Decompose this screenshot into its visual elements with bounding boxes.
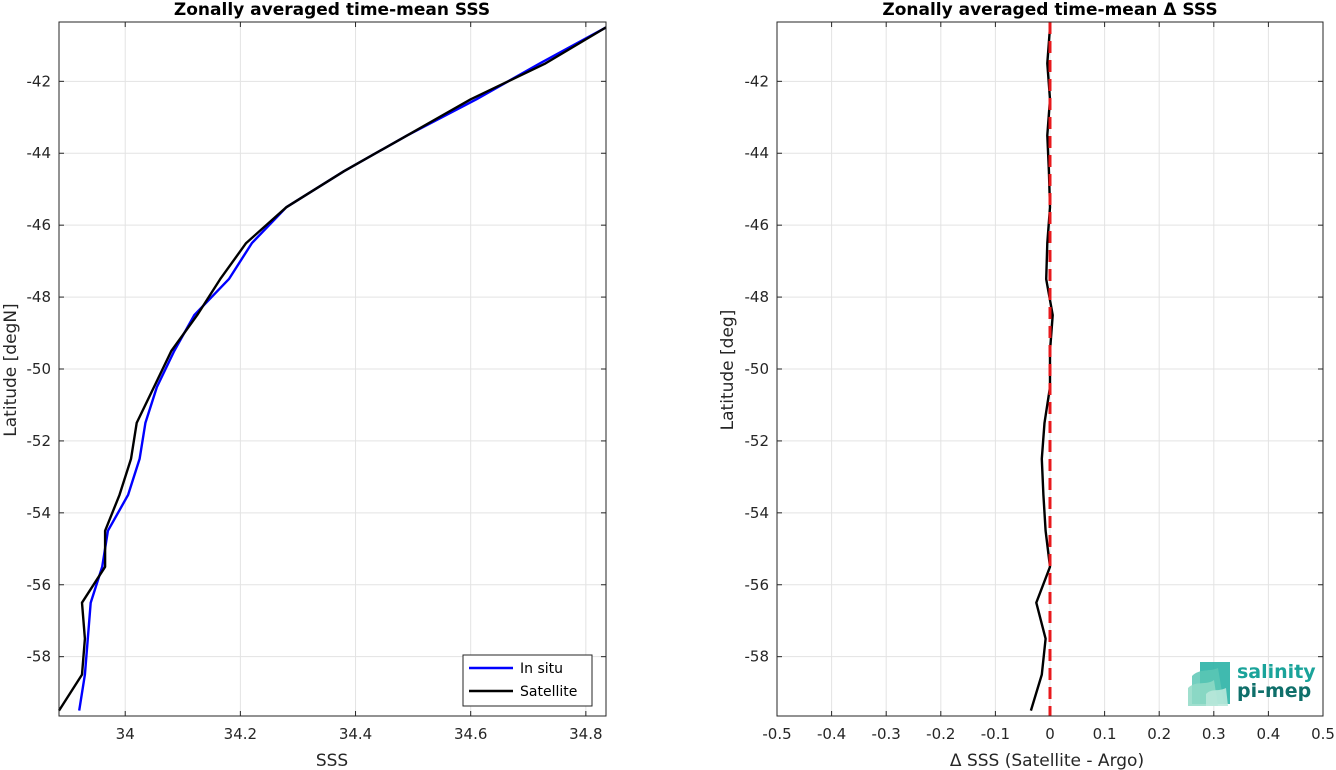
- delta-sss-x-tick-label: 0.1: [1093, 725, 1117, 743]
- delta-sss-x-tick-label: 0.4: [1256, 725, 1280, 743]
- delta-sss-y-tick-label: -54: [745, 504, 770, 522]
- sss-y-tick-label: -52: [27, 432, 52, 450]
- wave-logo-icon: [1188, 662, 1230, 706]
- legend-label-satellite: Satellite: [520, 684, 577, 700]
- logo-text-salinity: salinity: [1237, 661, 1316, 683]
- sss-y-tick-label: -46: [27, 216, 52, 234]
- delta-sss-plot-ylabel: Latitude [deg]: [718, 310, 738, 431]
- delta-sss-y-tick-label: -52: [745, 432, 770, 450]
- sss-plot-title: Zonally averaged time-mean SSS: [174, 0, 490, 20]
- sss-y-tick-label: -48: [27, 288, 52, 306]
- delta-sss-x-tick-label: 0.5: [1311, 725, 1335, 743]
- delta-sss-axes-box: [776, 21, 1324, 717]
- delta-sss-x-tick-label: -0.3: [872, 725, 901, 743]
- legend-box: [462, 654, 593, 707]
- delta-sss-x-tick-label: -0.5: [762, 725, 791, 743]
- sss-plot-xlabel: SSS: [316, 751, 348, 770]
- delta-sss-x-tick-label: 0: [1045, 725, 1055, 743]
- delta-sss-y-tick-label: -50: [745, 360, 770, 378]
- legend-label-in-situ: In situ: [520, 661, 563, 677]
- sss-y-tick-label: -42: [27, 72, 52, 90]
- sss-x-tick-label: 34.2: [224, 725, 257, 743]
- salinity-pi-mep-logo: salinity pi-mep: [1188, 661, 1316, 706]
- sss-y-tick-label: -54: [27, 504, 52, 522]
- sss-plot-ylabel: Latitude [degN]: [1, 303, 21, 436]
- delta-sss-plot: -0.5 -0.4 -0.3 -0.2 -0.1 0 0.1 0.2 0.3 0.4 0.5 -42 -…: [718, 0, 1335, 770]
- delta-sss-x-tick-label: -0.1: [981, 725, 1010, 743]
- sss-axes-box: [58, 21, 607, 717]
- delta-sss-y-tick-label: -56: [745, 576, 770, 594]
- delta-sss-y-tick-label: -58: [745, 648, 770, 666]
- sss-y-tick-label: -50: [27, 360, 52, 378]
- delta-sss-y-tick-label: -42: [745, 72, 770, 90]
- logo-text-pi-mep: pi-mep: [1237, 680, 1311, 702]
- sss-series-line-satellite: [57, 26, 607, 712]
- sss-x-tick-label: 34.6: [454, 725, 487, 743]
- sss-y-tick-label: -44: [27, 144, 52, 162]
- delta-sss-x-tick-label: -0.2: [926, 725, 955, 743]
- delta-sss-y-tick-label: -48: [745, 288, 770, 306]
- delta-sss-plot-title: Zonally averaged time-mean Δ SSS: [882, 0, 1217, 20]
- sss-x-tick-label: 34.4: [339, 725, 372, 743]
- sss-y-tick-label: -58: [27, 648, 52, 666]
- delta-sss-x-tick-label: -0.4: [817, 725, 846, 743]
- sss-x-tick-label: 34: [116, 725, 135, 743]
- delta-sss-x-tick-label: 0.2: [1147, 725, 1171, 743]
- sss-y-tick-label: -56: [27, 576, 52, 594]
- delta-sss-y-tick-label: -44: [745, 144, 770, 162]
- delta-sss-y-tick-label: -46: [745, 216, 770, 234]
- delta-sss-plot-xlabel: Δ SSS (Satellite - Argo): [950, 751, 1144, 770]
- sss-plot: 34 34.2 34.4 34.6 34.8 -42 -44 -46 -48 -50 -52 -54 -…: [1, 0, 607, 770]
- sss-x-tick-label: 34.8: [569, 725, 602, 743]
- delta-sss-x-tick-label: 0.3: [1202, 725, 1226, 743]
